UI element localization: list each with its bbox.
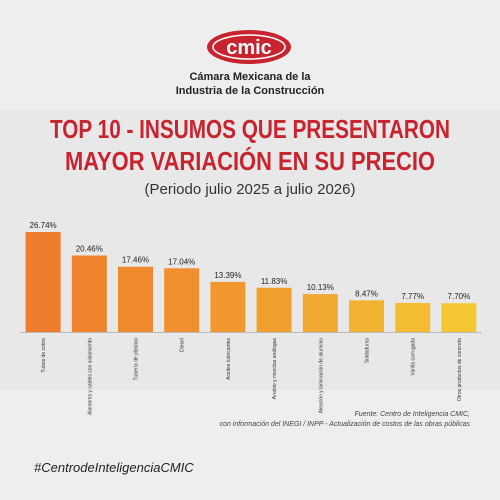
bar [25,232,61,332]
value-label: 11.83% [261,277,288,286]
value-label: 7.70% [448,292,471,301]
bar [302,294,338,332]
logo-shape [207,30,291,64]
x-tick-label: Otros productos de concreto [457,338,463,401]
background-photo [0,110,500,390]
bar [349,300,384,332]
org-name: Industria de la Construcción [176,85,325,97]
chart-title: TOP 10 - INSUMOS QUE PRESENTARON [50,114,450,144]
value-label: 13.39% [214,271,241,280]
source: Fuente: Centro de Inteligencia CMIC, [354,411,470,418]
logo-text: cmic [226,37,272,59]
value-label: 17.46% [122,256,149,265]
chart-title: MAYOR VARIACIÓN EN SU PRECIO [65,146,435,176]
value-label: 8.47% [355,289,378,298]
bar [395,302,431,332]
x-tick-label: Varilla corrugada [411,338,417,376]
x-tick-label: Alambres y cables con aislamiento [87,338,93,415]
bar [256,287,292,332]
x-tick-label: Arrabio y mezclas análogas [272,338,278,400]
x-tick-label: Aleación y laminación de aluminio [318,338,324,414]
value-label: 20.46% [76,244,103,253]
bar [71,255,107,332]
value-label: 17.04% [168,257,195,266]
value-label: 7.77% [401,292,424,301]
x-tick-label: Aceites lubricantes [226,338,232,380]
bar [210,281,246,332]
bar [118,266,153,332]
bar [164,268,200,332]
value-label: 26.74% [30,221,57,230]
hashtag: #CentrodeInteligenciaCMIC [34,460,194,475]
logo-ring [212,34,286,60]
org-name: Cámara Mexicana de la [189,71,311,83]
source: con información del INEGI / INPP - Actua… [220,421,471,428]
bar [441,303,477,332]
x-tick-label: Diesel [180,338,186,352]
x-tick-label: Tubos de cobre [41,338,47,373]
value-label: 10.13% [307,283,334,292]
chart-subtitle: (Periodo julio 2025 a julio 2026) [145,181,356,198]
x-tick-label: Soldaduras [365,338,371,364]
x-tick-label: Tubería de plástico [134,338,140,381]
